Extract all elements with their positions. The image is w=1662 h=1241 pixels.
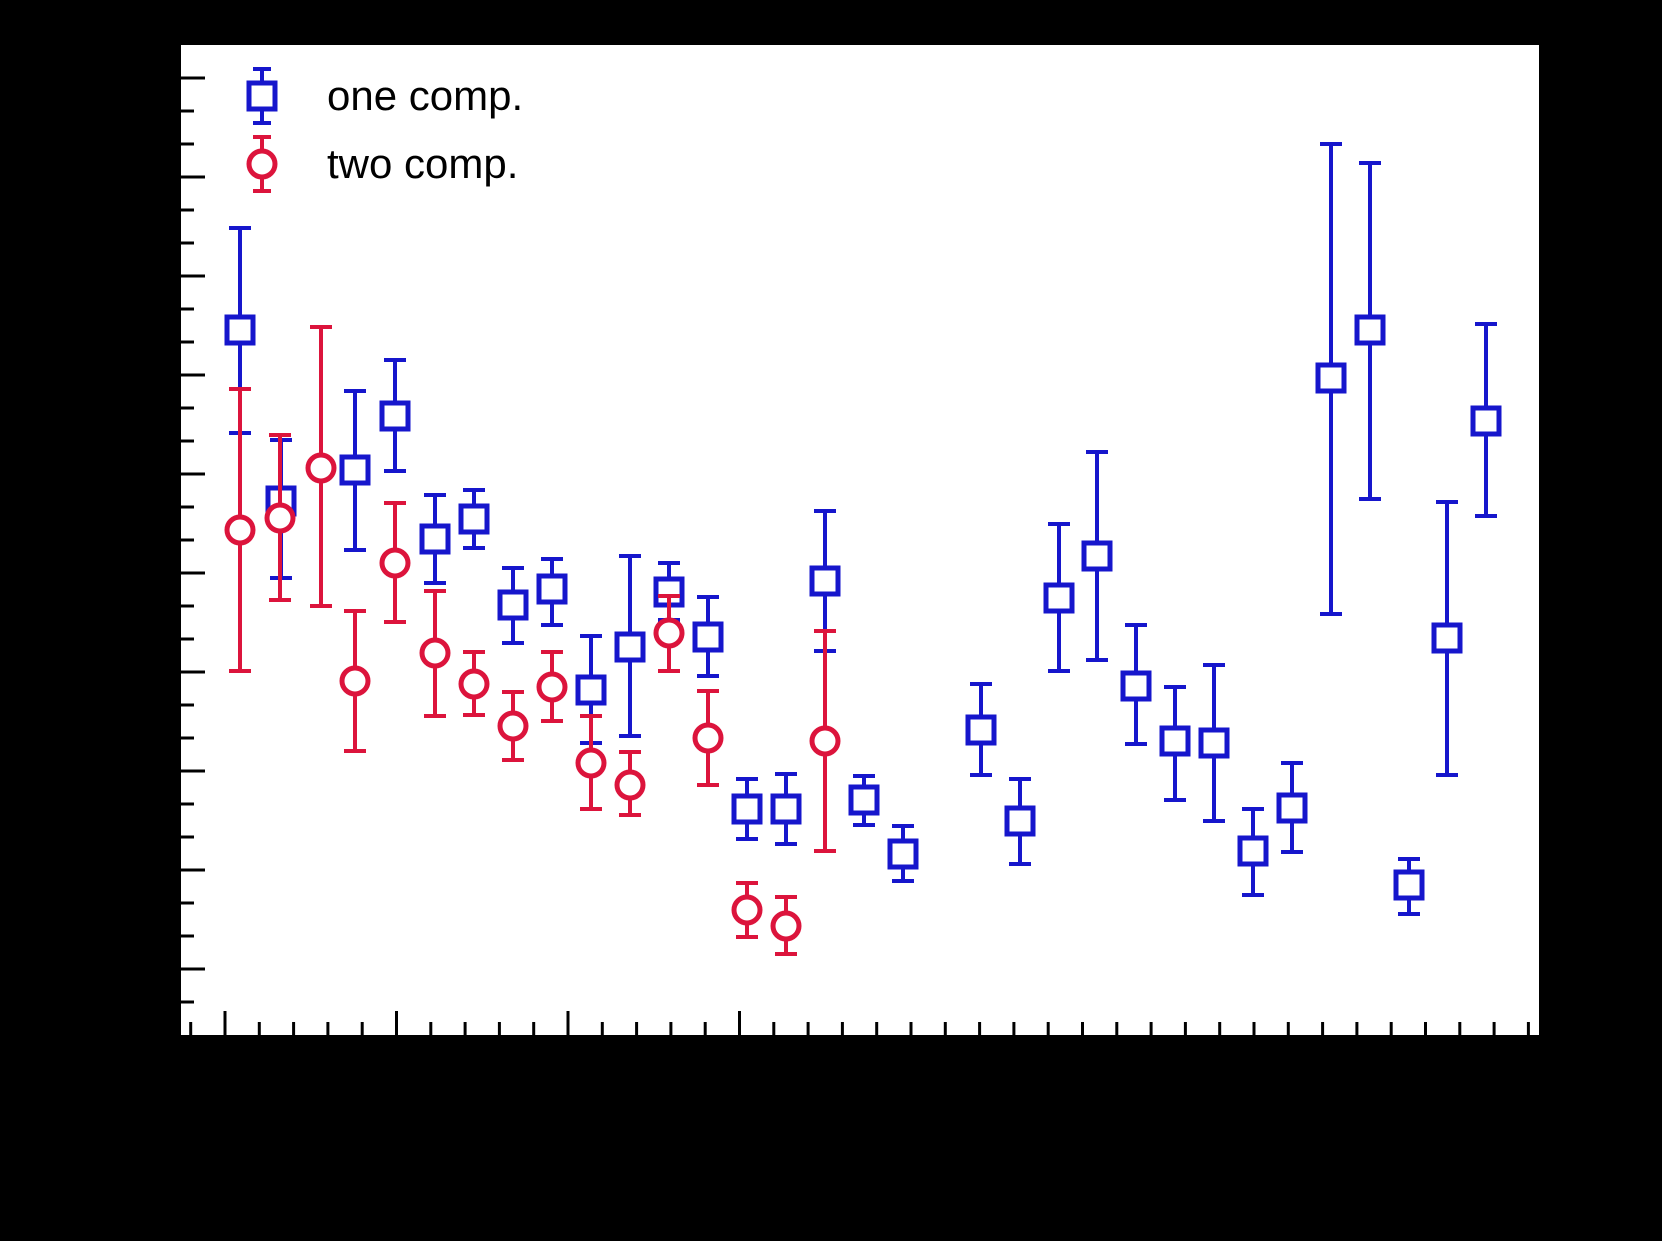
plot-area: one comp. two comp.	[178, 42, 1542, 1038]
legend-label-two-comp: two comp.	[327, 140, 519, 187]
legend-item-two-comp: two comp.	[239, 131, 523, 197]
legend-item-one-comp: one comp.	[239, 63, 523, 129]
circle-marker-icon	[246, 135, 278, 193]
square-marker-icon	[246, 67, 278, 125]
legend-label-one-comp: one comp.	[327, 72, 524, 119]
legend: one comp. two comp.	[239, 63, 523, 197]
chart-canvas	[181, 76, 1530, 1035]
